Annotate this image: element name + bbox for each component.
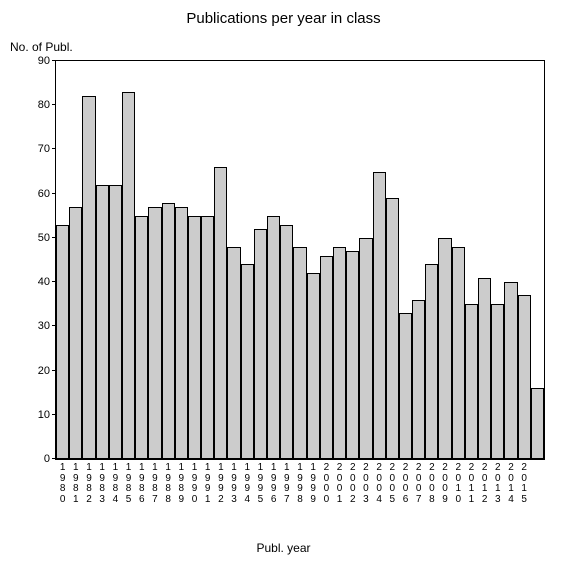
bar (175, 207, 188, 459)
x-tick-label: 2009 (438, 459, 451, 505)
bar (359, 238, 372, 459)
bar (531, 388, 544, 459)
y-tick-mark (52, 104, 56, 105)
bar (162, 203, 175, 459)
x-tick-label: 2000 (320, 459, 333, 505)
bar (214, 167, 227, 459)
y-tick-mark (52, 281, 56, 282)
y-tick-label: 40 (38, 276, 56, 288)
x-axis-label: Publ. year (0, 541, 567, 555)
x-tick-label: 1987 (148, 459, 161, 505)
bar (69, 207, 82, 459)
bar (96, 185, 109, 459)
y-tick-mark (52, 370, 56, 371)
y-tick-label: 20 (38, 365, 56, 377)
y-tick-label: 60 (38, 188, 56, 200)
x-tick-label: 1985 (122, 459, 135, 505)
x-tick-label: 1993 (227, 459, 240, 505)
x-tick-label: 2006 (399, 459, 412, 505)
bar (478, 278, 491, 459)
bar (399, 313, 412, 459)
x-tick-label: 1991 (201, 459, 214, 505)
bar (82, 96, 95, 459)
bar (346, 251, 359, 459)
bar (425, 264, 438, 459)
x-tick-label: 1989 (175, 459, 188, 505)
y-tick-label: 10 (38, 409, 56, 421)
plot-area: 0102030405060708090198019811982198319841… (55, 60, 545, 460)
x-tick-label: 1990 (188, 459, 201, 505)
x-tick-label: 2005 (386, 459, 399, 505)
y-tick-mark (52, 193, 56, 194)
x-tick-label: 1986 (135, 459, 148, 505)
bar (201, 216, 214, 459)
x-tick-label: 2001 (333, 459, 346, 505)
bar (307, 273, 320, 459)
bar (452, 247, 465, 459)
bar (333, 247, 346, 459)
y-tick-label: 70 (38, 143, 56, 155)
bar (241, 264, 254, 459)
chart-container: Publications per year in class No. of Pu… (0, 0, 567, 567)
x-tick-label: 1992 (214, 459, 227, 505)
y-axis-label: No. of Publ. (10, 40, 73, 54)
x-tick-label: 2013 (491, 459, 504, 505)
bar (56, 225, 69, 459)
x-tick-label: 2010 (452, 459, 465, 505)
bar (491, 304, 504, 459)
bar (518, 295, 531, 459)
x-tick-label: 2014 (504, 459, 517, 505)
y-tick-label: 50 (38, 232, 56, 244)
x-tick-label: 1994 (241, 459, 254, 505)
x-tick-label: 2003 (359, 459, 372, 505)
x-tick-label: 2011 (465, 459, 478, 505)
chart-title: Publications per year in class (0, 10, 567, 27)
x-tick-label: 2004 (373, 459, 386, 505)
bar (438, 238, 451, 459)
x-tick-label: 1997 (280, 459, 293, 505)
y-tick-label: 0 (44, 453, 56, 465)
x-tick-label: 2002 (346, 459, 359, 505)
bar (109, 185, 122, 459)
bar (135, 216, 148, 459)
y-tick-mark (52, 60, 56, 61)
x-tick-label: 1998 (293, 459, 306, 505)
y-tick-mark (52, 325, 56, 326)
bar (373, 172, 386, 459)
bar (254, 229, 267, 459)
bar (386, 198, 399, 459)
y-tick-label: 30 (38, 320, 56, 332)
bar (504, 282, 517, 459)
bar (188, 216, 201, 459)
x-tick-label: 2008 (425, 459, 438, 505)
bar (293, 247, 306, 459)
x-tick-label: 1988 (162, 459, 175, 505)
bar (412, 300, 425, 459)
x-tick-label: 1984 (109, 459, 122, 505)
x-tick-label: 1982 (82, 459, 95, 505)
y-tick-mark (52, 414, 56, 415)
x-tick-label: 1981 (69, 459, 82, 505)
y-tick-label: 90 (38, 55, 56, 67)
bar (148, 207, 161, 459)
x-tick-label: 1999 (307, 459, 320, 505)
y-tick-mark (52, 148, 56, 149)
x-tick-label: 2012 (478, 459, 491, 505)
bar (122, 92, 135, 459)
x-tick-label: 2015 (518, 459, 531, 505)
bar (267, 216, 280, 459)
x-tick-label: 1996 (267, 459, 280, 505)
x-tick-label: 1983 (96, 459, 109, 505)
x-tick-label: 1980 (56, 459, 69, 505)
bar (227, 247, 240, 459)
x-tick-label: 2007 (412, 459, 425, 505)
bar (320, 256, 333, 459)
bar (465, 304, 478, 459)
bars-layer (56, 61, 544, 459)
x-tick-label: 1995 (254, 459, 267, 505)
bar (280, 225, 293, 459)
y-tick-mark (52, 237, 56, 238)
y-tick-label: 80 (38, 99, 56, 111)
